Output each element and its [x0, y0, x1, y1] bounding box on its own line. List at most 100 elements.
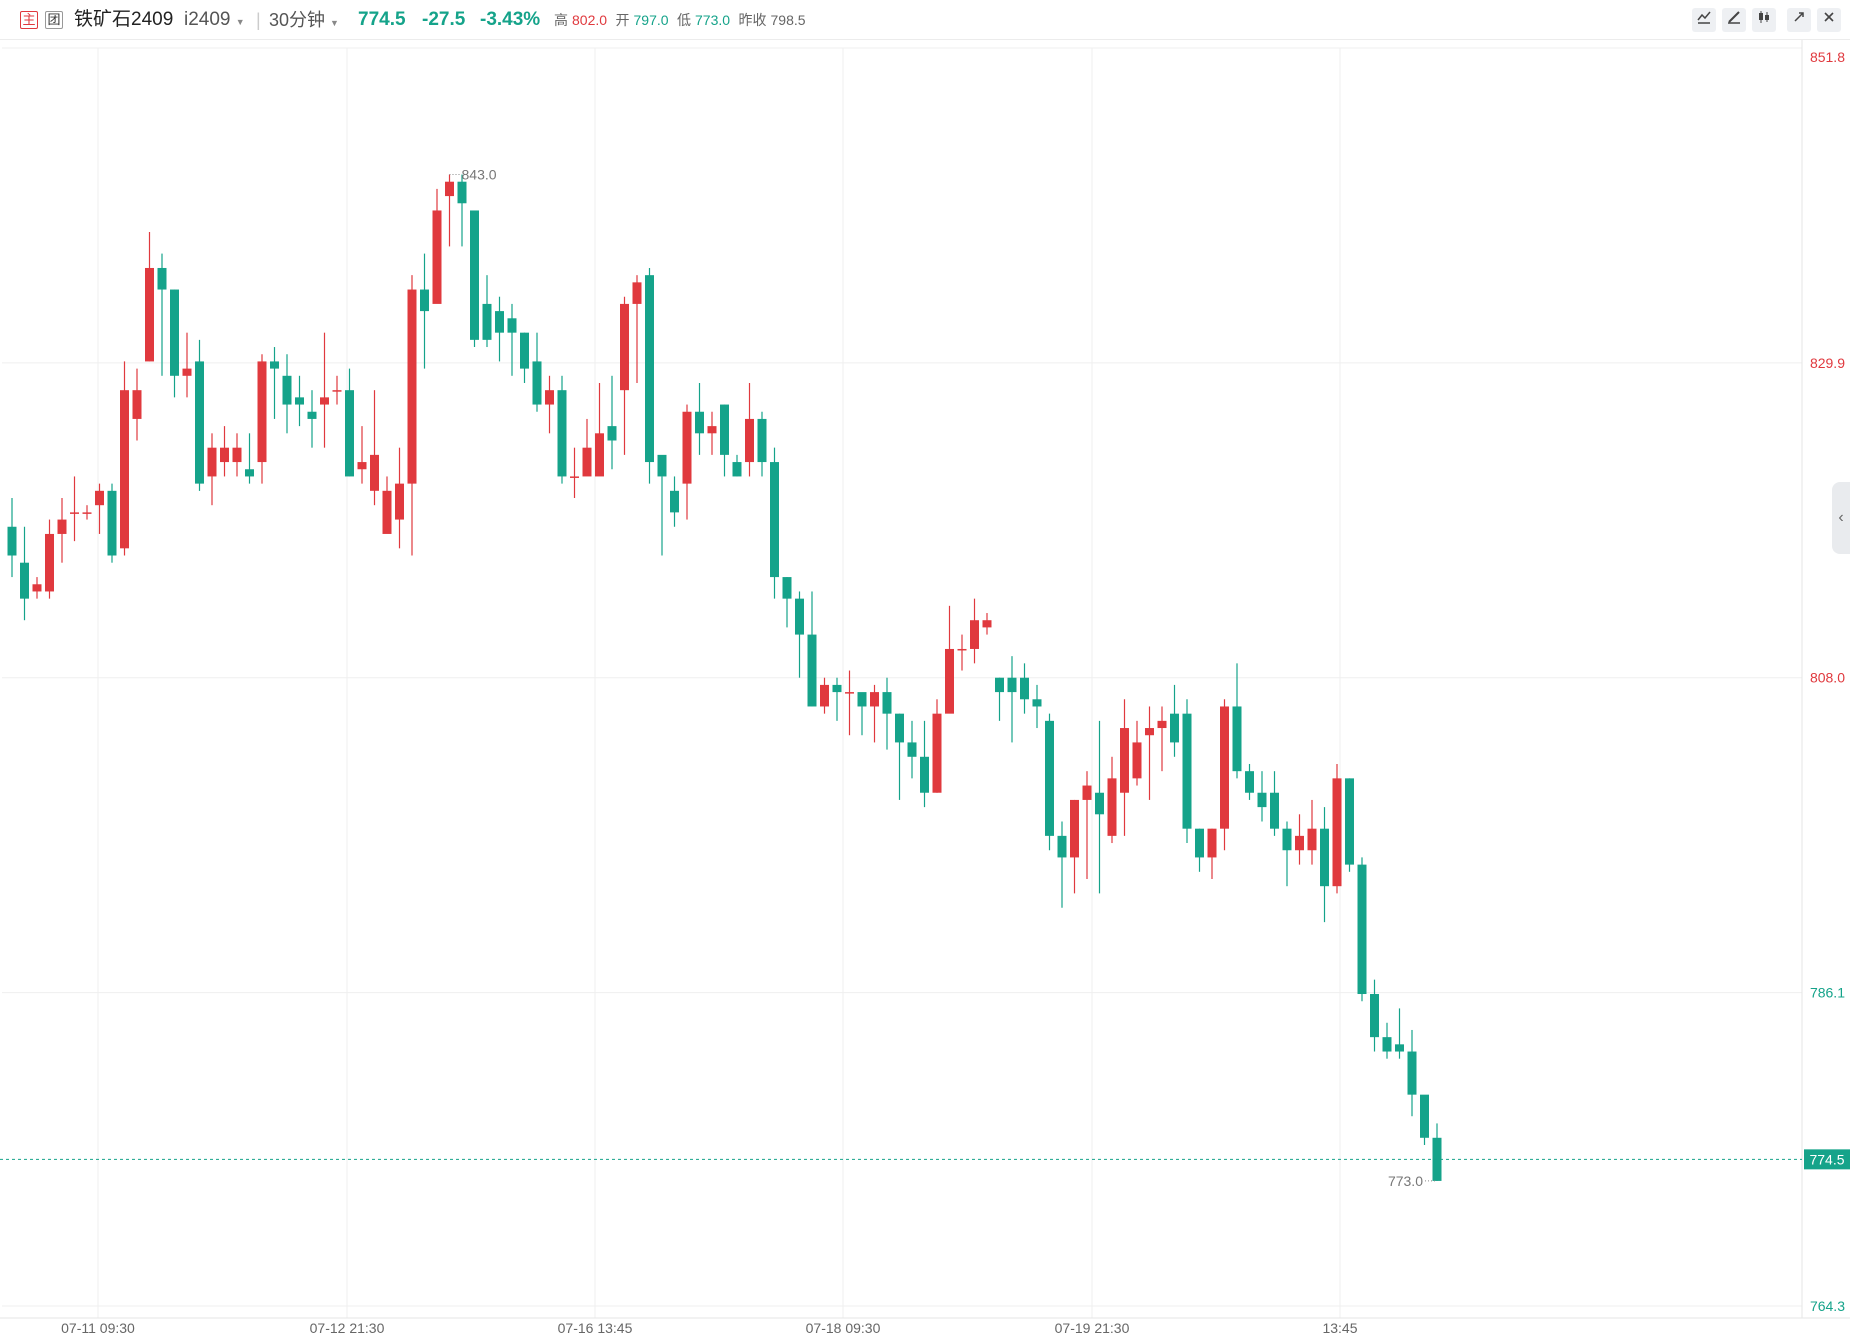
candle — [720, 404, 729, 477]
candle — [695, 382, 704, 455]
candle-body — [1395, 1044, 1404, 1052]
candle — [232, 433, 242, 477]
candle-body — [120, 390, 129, 549]
candle-body — [207, 447, 217, 477]
candle-body — [795, 598, 804, 635]
candle-body — [132, 390, 142, 419]
candle-body — [1407, 1051, 1417, 1095]
candle — [82, 505, 92, 520]
candle-body — [457, 181, 467, 204]
candle-body — [1120, 728, 1129, 793]
candle-body — [1170, 713, 1179, 743]
candle — [1345, 778, 1354, 872]
candle-body — [357, 462, 367, 470]
open-value: 797.0 — [633, 12, 669, 28]
candle-body — [1257, 792, 1267, 808]
symbol-code-selector[interactable]: i2409 ▼ — [184, 0, 245, 40]
candle — [1032, 684, 1042, 729]
candle-body — [45, 533, 54, 592]
candle-body — [370, 454, 379, 491]
candle — [382, 476, 392, 534]
candle — [732, 454, 742, 477]
axes: 851.8 829.9 808.0 786.1 764.3 07-11 09:30 07-1… — [0, 40, 1850, 1336]
candle-body — [482, 303, 492, 340]
candle — [1182, 699, 1192, 844]
chart-type-icon[interactable] — [1692, 8, 1716, 32]
draw-icon[interactable] — [1722, 8, 1746, 32]
candle — [157, 253, 167, 376]
candle-body — [420, 289, 429, 312]
candle-body — [895, 713, 904, 743]
group-badge: 团 — [45, 11, 63, 29]
candle — [507, 303, 517, 376]
close-icon[interactable] — [1817, 8, 1841, 32]
candle — [207, 433, 217, 506]
candle — [1145, 706, 1154, 800]
candle — [1120, 699, 1129, 836]
candle — [1432, 1123, 1442, 1181]
candle — [1332, 763, 1342, 894]
candle-body — [1195, 828, 1204, 858]
candle — [195, 339, 204, 491]
candle — [57, 498, 67, 563]
candle-body — [570, 476, 579, 478]
candle — [582, 418, 592, 477]
candle — [282, 354, 292, 434]
side-panel-toggle[interactable]: ‹ — [1832, 482, 1850, 554]
candle-body — [1282, 828, 1292, 851]
candle — [1382, 1022, 1392, 1059]
candle — [532, 332, 542, 412]
grid — [2, 47, 1802, 1318]
candle — [120, 361, 129, 556]
candle-body — [95, 490, 104, 506]
low-value: 773.0 — [695, 12, 731, 28]
candle-body — [520, 332, 529, 369]
candle — [132, 368, 142, 441]
y-tick-label: 786.1 — [1810, 985, 1845, 1001]
candle-body — [1107, 778, 1117, 836]
candle-body — [1057, 835, 1067, 858]
min-label: 773.0 — [1388, 1173, 1423, 1189]
candle-body — [545, 390, 554, 405]
candle-body — [620, 303, 629, 391]
candle — [907, 720, 917, 779]
candle-body — [282, 375, 292, 405]
candle — [1420, 1094, 1429, 1145]
symbol-name[interactable]: 铁矿石2409 — [74, 9, 174, 30]
candle-body — [145, 267, 154, 362]
candle — [970, 598, 979, 664]
candle-settings-icon[interactable] — [1752, 8, 1776, 32]
candle — [457, 174, 467, 247]
candle-body — [1307, 828, 1317, 851]
candle — [20, 526, 29, 621]
low-label: 低 — [677, 12, 691, 28]
candle — [1157, 706, 1167, 772]
candle-body — [845, 692, 854, 694]
candle — [1232, 663, 1242, 779]
symbol-code: i2409 — [184, 9, 231, 30]
candle-body — [632, 282, 642, 304]
candle-body — [332, 390, 342, 392]
candle-body — [1070, 799, 1079, 858]
candle-body — [1082, 785, 1092, 800]
candle — [957, 634, 967, 671]
period-selector[interactable]: 30分钟 ▼ — [269, 0, 339, 40]
candle — [407, 275, 417, 556]
candle — [932, 699, 942, 793]
candlestick-chart[interactable]: 851.8 829.9 808.0 786.1 764.3 07-11 09:30 07-1… — [0, 40, 1850, 1338]
expand-icon[interactable] — [1787, 8, 1811, 32]
x-tick-label: 07-12 21:30 — [310, 1320, 385, 1336]
candle — [1245, 763, 1254, 800]
candle — [70, 476, 79, 542]
candle — [682, 404, 692, 520]
candle-body — [657, 454, 667, 477]
candle — [245, 433, 254, 484]
candle — [420, 253, 429, 369]
candle — [1257, 771, 1267, 822]
candle-body — [932, 713, 942, 793]
annotations: 774.5 843.0 773.0 — [0, 167, 1850, 1189]
candle — [757, 411, 767, 477]
candle — [1007, 656, 1017, 743]
candle — [1220, 699, 1229, 851]
candle — [1370, 979, 1379, 1052]
